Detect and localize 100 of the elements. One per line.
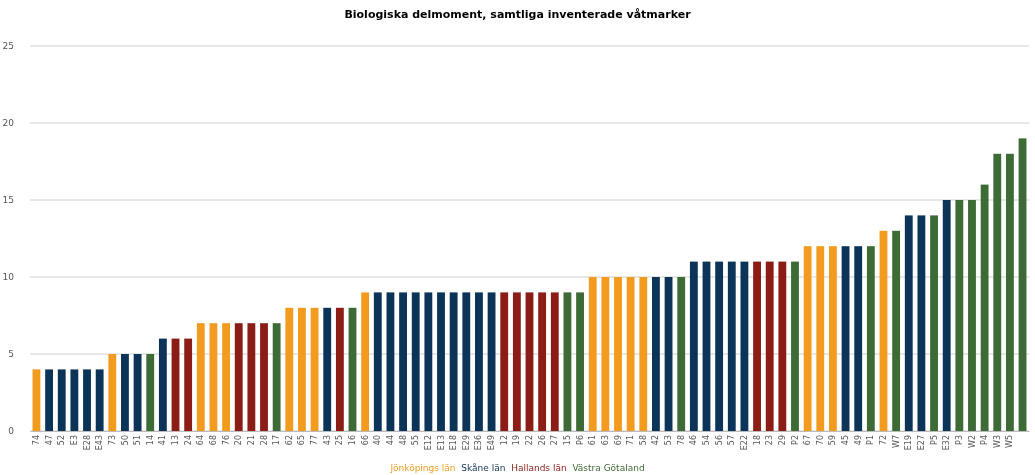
x-tick-label: E22 bbox=[739, 435, 749, 451]
bar bbox=[538, 292, 547, 431]
bar bbox=[57, 369, 66, 431]
bar bbox=[576, 292, 584, 431]
x-tick-label: E19 bbox=[904, 435, 914, 451]
bar bbox=[614, 277, 622, 431]
x-tick-label: P2 bbox=[790, 435, 800, 445]
x-tick-label: E12 bbox=[423, 435, 433, 451]
x-tick-label: 46 bbox=[689, 435, 699, 446]
text: Hallands län bbox=[511, 463, 567, 473]
x-tick-label: 68 bbox=[209, 435, 218, 446]
x-tick-label: 42 bbox=[651, 435, 661, 446]
bar bbox=[727, 261, 736, 431]
x-tick-label: P4 bbox=[980, 435, 990, 445]
x-tick-label: 45 bbox=[841, 435, 851, 446]
bar bbox=[285, 307, 294, 431]
x-tick-label: P3 bbox=[954, 435, 964, 445]
bar bbox=[222, 323, 230, 431]
x-tick-label: 70 bbox=[815, 435, 825, 446]
x-tick-label: 25 bbox=[335, 435, 345, 446]
x-tick-label: 64 bbox=[196, 435, 206, 446]
bar bbox=[196, 323, 205, 431]
bar bbox=[942, 200, 951, 431]
x-tick-label: 78 bbox=[676, 435, 686, 446]
x-tick-label: W2 bbox=[967, 435, 977, 448]
x-tick-label: 47 bbox=[44, 435, 54, 446]
x-tick-label: 51 bbox=[133, 435, 143, 446]
y-tick-label: 5 bbox=[8, 349, 14, 360]
y-tick-label: 20 bbox=[2, 118, 15, 129]
bar bbox=[816, 246, 825, 431]
bar bbox=[904, 215, 913, 431]
y-tick-label: 0 bbox=[8, 426, 15, 437]
x-tick-label: 23 bbox=[765, 435, 775, 446]
bar bbox=[462, 292, 471, 431]
text: Skåne län bbox=[461, 463, 506, 473]
bar bbox=[512, 292, 521, 431]
bar bbox=[854, 246, 863, 431]
x-tick-label: 44 bbox=[385, 435, 395, 446]
x-tick-label: 65 bbox=[297, 435, 307, 446]
bar bbox=[955, 200, 964, 431]
bar bbox=[980, 184, 989, 431]
y-tick-label: 10 bbox=[2, 272, 15, 283]
bar bbox=[753, 261, 761, 431]
bar bbox=[449, 292, 458, 431]
x-tick-label: E27 bbox=[916, 435, 926, 451]
bar bbox=[121, 354, 129, 431]
bar bbox=[475, 292, 483, 431]
bar bbox=[829, 246, 837, 431]
x-tick-label: 73 bbox=[107, 435, 117, 446]
bar bbox=[323, 307, 332, 431]
x-tick-label: 27 bbox=[550, 435, 560, 446]
bar bbox=[260, 323, 268, 431]
bar bbox=[234, 323, 243, 431]
x-tick-label: 20 bbox=[234, 435, 244, 446]
bar bbox=[45, 369, 54, 431]
x-tick-label: P1 bbox=[866, 435, 876, 445]
bar bbox=[133, 354, 142, 431]
x-tick-label: E49 bbox=[487, 435, 497, 451]
text: Västra Götaland bbox=[572, 463, 645, 473]
x-tick-label: 41 bbox=[158, 435, 168, 446]
x-tick-label: 57 bbox=[727, 435, 737, 446]
bar bbox=[399, 292, 407, 431]
bar bbox=[361, 292, 370, 431]
bar bbox=[917, 215, 926, 431]
x-tick-label: E13 bbox=[436, 435, 446, 451]
x-tick-label: 15 bbox=[562, 435, 572, 446]
x-tick-label: E3 bbox=[69, 435, 79, 446]
bar bbox=[892, 230, 901, 431]
bar bbox=[32, 369, 41, 431]
bar bbox=[677, 277, 686, 431]
bar bbox=[373, 292, 382, 431]
x-tick-label: 40 bbox=[373, 435, 383, 446]
y-tick-label: 25 bbox=[2, 41, 14, 52]
x-tick-label: 71 bbox=[626, 435, 636, 446]
bar bbox=[689, 261, 698, 431]
bar bbox=[70, 369, 79, 431]
x-tick-label: 69 bbox=[613, 435, 623, 446]
x-tick-label: 12 bbox=[499, 435, 509, 446]
bar bbox=[550, 292, 559, 431]
x-tick-label: 63 bbox=[600, 435, 610, 446]
x-tick-label: 52 bbox=[57, 435, 67, 446]
x-tick-label: 21 bbox=[246, 435, 256, 446]
x-tick-label: 76 bbox=[221, 435, 231, 446]
x-tick-label: 19 bbox=[512, 435, 522, 446]
x-tick-label: W7 bbox=[891, 435, 901, 448]
bar bbox=[968, 200, 976, 431]
bar bbox=[778, 261, 787, 431]
bar bbox=[424, 292, 433, 431]
x-tick-label: 67 bbox=[803, 435, 813, 446]
text: Jönköpings län bbox=[389, 463, 456, 473]
bar bbox=[588, 277, 597, 431]
bar bbox=[487, 292, 496, 431]
bar bbox=[1005, 153, 1014, 431]
x-tick-label: W5 bbox=[1005, 435, 1015, 448]
x-tick-label: 77 bbox=[310, 435, 320, 446]
bar bbox=[791, 261, 799, 431]
x-tick-label: 74 bbox=[32, 435, 42, 446]
bar bbox=[993, 153, 1002, 431]
bar bbox=[108, 354, 117, 431]
bar bbox=[563, 292, 572, 431]
